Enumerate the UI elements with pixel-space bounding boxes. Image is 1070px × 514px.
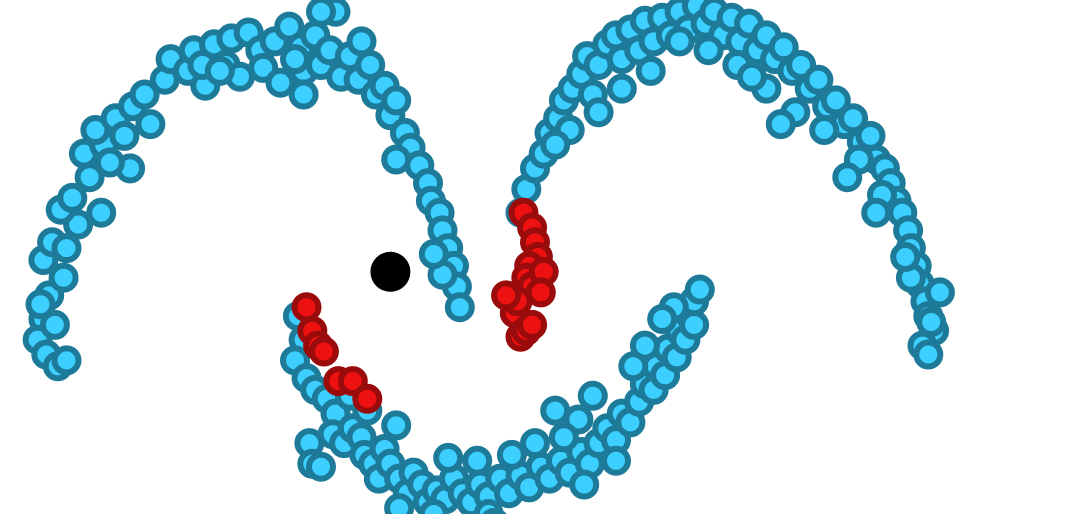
unlabeled-point	[86, 197, 117, 228]
unlabeled-point	[583, 97, 614, 128]
unlabeled-points-layer	[22, 0, 955, 514]
unlabeled-point	[803, 64, 834, 95]
unlabeled-point	[684, 274, 715, 305]
unlabeled-point	[664, 26, 695, 57]
unlabeled-point	[924, 277, 955, 308]
unlabeled-point	[25, 289, 56, 320]
unlabeled-point	[306, 0, 336, 27]
unlabeled-point	[381, 85, 412, 116]
unlabeled-point	[606, 73, 637, 104]
unlabeled-point	[832, 162, 863, 193]
unlabeled-point	[679, 309, 710, 340]
unlabeled-point	[346, 26, 377, 57]
unlabeled-point	[135, 109, 166, 140]
unlabeled-point	[109, 120, 140, 151]
unlabeled-point	[577, 380, 608, 411]
unlabeled-point	[444, 292, 475, 323]
unlabeled-point	[288, 79, 319, 110]
unlabeled-point	[462, 445, 493, 476]
unlabeled-point	[890, 242, 921, 272]
unlabeled-point	[496, 439, 527, 470]
unlabeled-point	[306, 451, 336, 482]
labeled-point	[308, 336, 339, 367]
unlabeled-point	[51, 345, 82, 376]
unlabeled-point	[647, 304, 678, 334]
unlabeled-point	[540, 395, 571, 426]
unlabeled-point	[381, 410, 412, 441]
unlabeled-point	[129, 79, 160, 110]
labeled-point	[491, 280, 522, 311]
query-point	[370, 251, 411, 292]
unlabeled-point	[736, 61, 767, 92]
unlabeled-point	[265, 67, 296, 98]
unlabeled-point	[913, 339, 944, 370]
unlabeled-point	[520, 428, 550, 459]
unlabeled-point	[635, 55, 666, 86]
unlabeled-point	[861, 197, 892, 228]
unlabeled-point	[381, 144, 412, 175]
unlabeled-point	[48, 262, 79, 293]
unlabeled-point	[916, 307, 947, 337]
unlabeled-point	[765, 109, 796, 140]
unlabeled-point	[418, 239, 449, 269]
labeled-points-layer	[291, 197, 559, 414]
unlabeled-point	[618, 351, 649, 382]
unlabeled-point	[548, 422, 579, 453]
query-point-layer	[370, 251, 411, 292]
unlabeled-point	[51, 233, 82, 264]
labeled-point	[352, 383, 383, 414]
labeled-point	[291, 292, 322, 323]
unlabeled-point	[94, 147, 125, 178]
unlabeled-point	[693, 35, 724, 66]
unlabeled-point	[418, 499, 449, 514]
unlabeled-point	[384, 493, 415, 514]
unlabeled-point	[482, 507, 507, 514]
labeled-point	[517, 309, 548, 340]
unlabeled-point	[39, 309, 70, 340]
unlabeled-point	[601, 445, 631, 476]
unlabeled-point	[540, 129, 571, 160]
unlabeled-point	[809, 115, 840, 145]
unlabeled-point	[855, 120, 886, 151]
unlabeled-point	[569, 469, 600, 500]
unlabeled-point	[280, 44, 310, 75]
unlabeled-point	[204, 55, 235, 86]
unlabeled-point	[57, 182, 88, 213]
unlabeled-point	[433, 442, 464, 473]
